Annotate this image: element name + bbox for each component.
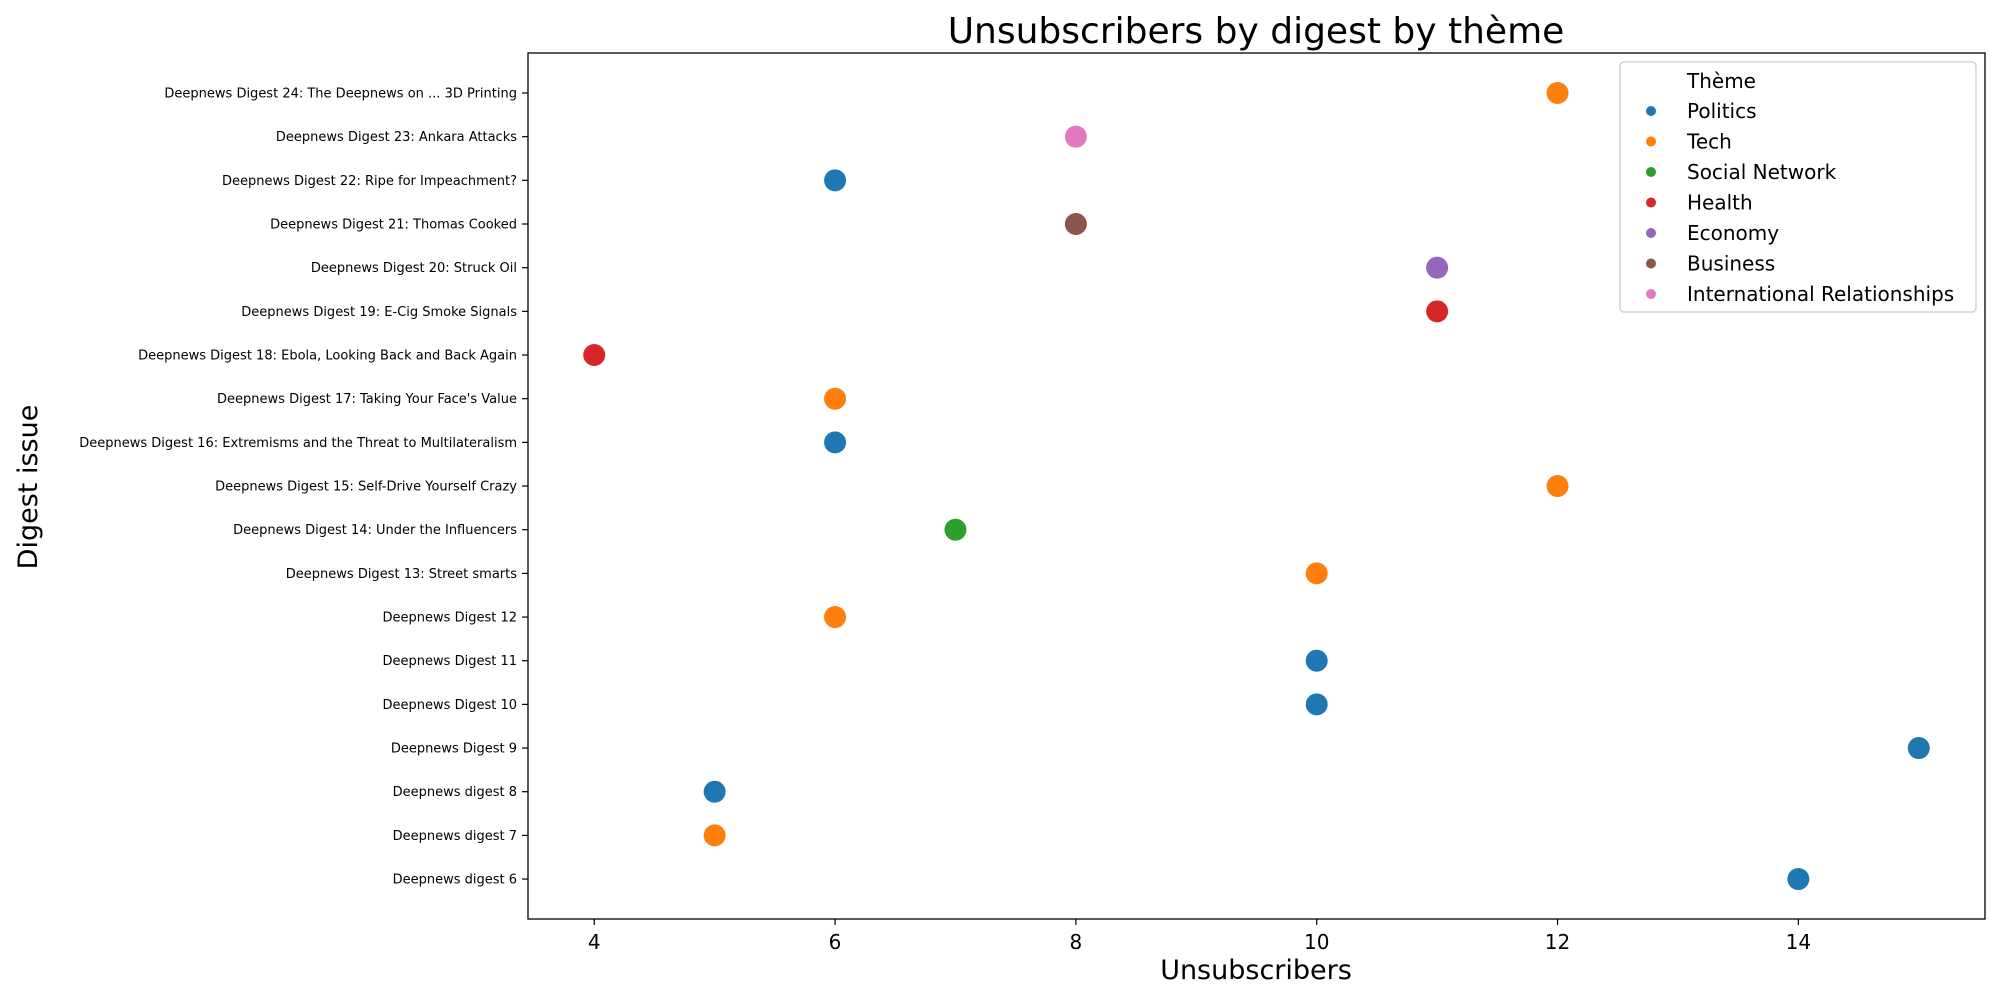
y-tick-label: Deepnews digest 8 xyxy=(393,785,517,800)
legend-entries: Politics Tech Social Network Health Economy B… xyxy=(1646,99,1954,306)
data-point-business xyxy=(1064,213,1087,236)
x-tick-label: 10 xyxy=(1304,930,1329,954)
data-point-international-relationships xyxy=(1064,125,1087,148)
legend-label: Social Network xyxy=(1687,160,1837,184)
x-tick-label: 14 xyxy=(1786,930,1811,954)
chart-title: Unsubscribers by digest by thème xyxy=(948,11,1565,52)
y-tick-label: Deepnews Digest 14: Under the Influencer… xyxy=(233,523,517,538)
y-tick-label: Deepnews Digest 11 xyxy=(383,654,517,669)
data-point-tech xyxy=(1546,475,1569,498)
legend-label: Economy xyxy=(1687,221,1779,245)
data-point-politics xyxy=(824,431,847,454)
data-point-economy xyxy=(1426,256,1449,279)
data-point-tech xyxy=(1546,82,1569,104)
y-tick-label: Deepnews digest 6 xyxy=(393,873,517,888)
legend-label: Tech xyxy=(1686,130,1732,154)
x-axis-ticks: 4 6 8 10 12 14 xyxy=(588,919,1811,954)
y-tick-label: Deepnews Digest 9 xyxy=(391,742,517,757)
y-tick-label: Deepnews Digest 19: E-Cig Smoke Signals xyxy=(241,305,517,320)
y-tick-label: Deepnews digest 7 xyxy=(393,829,517,844)
x-tick-label: 6 xyxy=(829,930,842,954)
data-point-politics xyxy=(1305,693,1328,716)
legend-box xyxy=(1619,61,1977,313)
data-point-tech xyxy=(824,606,847,629)
legend-label: Health xyxy=(1687,191,1753,215)
y-tick-label: Deepnews Digest 23: Ankara Attacks xyxy=(276,130,517,145)
x-tick-label: 12 xyxy=(1545,930,1570,954)
data-point-tech xyxy=(824,387,847,410)
data-point-social-network xyxy=(944,518,967,541)
y-tick-label: Deepnews Digest 18: Ebola, Looking Back … xyxy=(138,349,517,364)
y-tick-label: Deepnews Digest 20: Struck Oil xyxy=(311,261,517,276)
y-axis-ticks: Deepnews Digest 24: The Deepnews on ... … xyxy=(79,87,528,888)
data-point-tech xyxy=(703,824,726,847)
legend-label: Politics xyxy=(1687,99,1757,123)
y-tick-label: Deepnews Digest 21: Thomas Cooked xyxy=(270,218,517,233)
legend-marker xyxy=(1646,106,1656,116)
data-point-politics xyxy=(1787,868,1810,891)
x-tick-label: 4 xyxy=(588,930,601,954)
y-tick-label: Deepnews Digest 10 xyxy=(383,698,517,713)
data-point-politics xyxy=(1907,737,1930,760)
x-axis-label: Unsubscribers xyxy=(1160,955,1352,986)
data-point-health xyxy=(583,344,606,367)
data-point-politics xyxy=(1305,649,1328,672)
y-axis-label: Digest issue xyxy=(13,405,44,570)
legend: Thème Politics Tech Social Network Health Ec… xyxy=(1619,61,1977,313)
legend-label: Business xyxy=(1687,252,1775,276)
y-tick-label: Deepnews Digest 22: Ripe for Impeachment… xyxy=(222,174,517,189)
y-tick-label: Deepnews Digest 13: Street smarts xyxy=(286,567,517,582)
legend-marker xyxy=(1646,136,1656,147)
legend-title: Thème xyxy=(1686,69,1756,93)
y-tick-label: Deepnews Digest 17: Taking Your Face's V… xyxy=(217,392,517,407)
legend-label: International Relationships xyxy=(1687,282,1954,306)
legend-marker xyxy=(1646,289,1656,299)
data-point-tech xyxy=(1305,562,1328,585)
data-point-health xyxy=(1426,300,1449,323)
data-point-politics xyxy=(703,780,726,803)
y-tick-label: Deepnews Digest 12 xyxy=(383,611,517,626)
legend-marker xyxy=(1646,228,1656,238)
y-tick-label: Deepnews Digest 24: The Deepnews on ... … xyxy=(164,87,517,102)
y-tick-label: Deepnews Digest 15: Self-Drive Yourself … xyxy=(215,480,517,495)
legend-marker xyxy=(1646,197,1656,208)
legend-marker xyxy=(1646,258,1656,269)
legend-marker xyxy=(1646,167,1656,177)
data-point-politics xyxy=(824,169,847,192)
y-tick-label: Deepnews Digest 16: Extremisms and the T… xyxy=(79,436,517,451)
data-points xyxy=(583,82,1930,891)
x-tick-label: 8 xyxy=(1070,930,1083,954)
